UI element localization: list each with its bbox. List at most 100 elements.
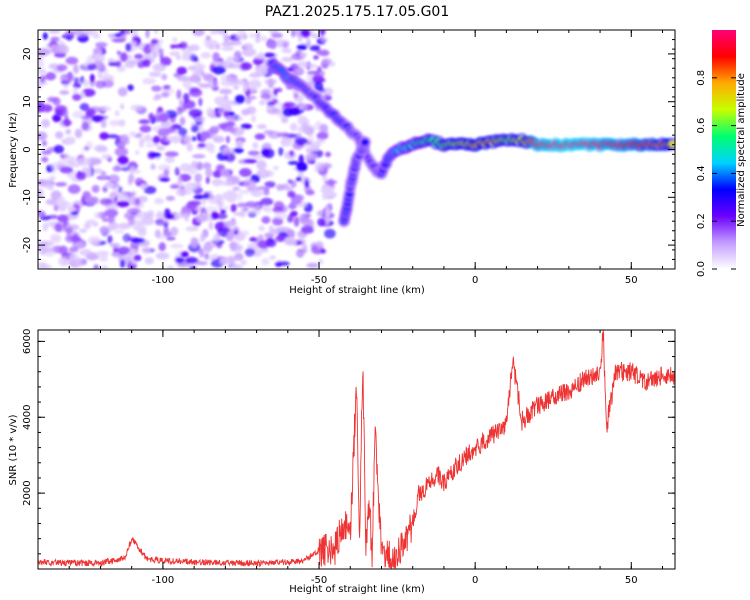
noise-speck — [252, 155, 265, 160]
noise-speck — [54, 105, 67, 115]
noise-speck — [183, 93, 190, 103]
spectrogram-ridge — [266, 57, 675, 180]
noise-speck — [256, 186, 268, 191]
noise-speck — [299, 52, 307, 58]
noise-speck — [203, 242, 213, 253]
noise-speck — [108, 61, 118, 66]
noise-speck — [242, 207, 249, 212]
noise-speck — [229, 40, 242, 46]
noise-speck — [203, 73, 215, 82]
noise-speck — [200, 233, 206, 242]
noise-speck — [192, 30, 205, 37]
noise-speck — [98, 256, 109, 262]
noise-speck — [227, 179, 233, 187]
noise-speck — [55, 182, 68, 187]
noise-speck — [109, 33, 114, 42]
noise-speck — [109, 242, 121, 248]
noise-speck — [74, 257, 85, 267]
noise-speck — [304, 126, 315, 136]
noise-speck — [110, 215, 116, 223]
noise-speck — [64, 227, 74, 234]
noise-speck — [140, 183, 148, 189]
noise-speck — [63, 153, 71, 159]
noise-speck — [175, 256, 184, 264]
y-tick-label: 6000 — [22, 329, 33, 354]
noise-speck — [304, 180, 310, 188]
noise-speck — [225, 121, 236, 127]
noise-speck — [261, 168, 266, 177]
noise-speck — [254, 53, 264, 61]
noise-speck — [86, 55, 93, 65]
noise-speck — [179, 99, 184, 107]
noise-speck — [211, 59, 225, 67]
noise-speck — [145, 30, 150, 39]
noise-speck — [79, 248, 92, 256]
noise-speck — [83, 222, 92, 230]
noise-speck — [79, 103, 90, 112]
noise-speck — [298, 154, 305, 164]
x-tick-label: -50 — [311, 575, 327, 586]
noise-speck — [47, 221, 56, 227]
snr-y-axis-label: SNR (10 * v/v) — [8, 414, 19, 485]
noise-speck — [163, 231, 173, 237]
noise-speck — [281, 135, 289, 144]
noise-speck — [213, 233, 221, 243]
noise-speck — [117, 142, 124, 147]
noise-speck — [256, 160, 267, 170]
noise-speck — [234, 252, 244, 261]
noise-speck — [258, 225, 265, 232]
noise-speck — [67, 156, 76, 165]
x-tick-label: 50 — [625, 275, 638, 286]
noise-speck — [50, 36, 60, 42]
noise-speck — [261, 258, 270, 266]
noise-speck — [278, 147, 284, 156]
noise-speck — [225, 151, 230, 156]
noise-speck — [275, 235, 286, 242]
noise-speck — [138, 119, 151, 125]
noise-speck — [316, 132, 329, 140]
noise-speck — [324, 228, 336, 239]
noise-speck — [101, 265, 109, 269]
noise-speck — [134, 204, 140, 209]
x-tick-label: -100 — [152, 575, 175, 586]
snr-frame — [37, 329, 676, 570]
noise-speck — [275, 261, 282, 267]
noise-speck — [107, 174, 120, 184]
noise-speck — [208, 221, 214, 231]
noise-speck — [48, 30, 61, 34]
noise-speck — [178, 127, 188, 137]
y-tick-label: 20 — [22, 48, 33, 61]
noise-speck — [325, 151, 331, 157]
noise-speck — [276, 87, 283, 93]
noise-speck — [169, 51, 181, 57]
noise-speck — [248, 73, 262, 78]
noise-speck — [72, 110, 84, 119]
noise-speck — [205, 206, 218, 213]
colorbar-gradient — [712, 30, 736, 269]
noise-speck — [73, 64, 79, 74]
noise-speck — [192, 154, 206, 159]
noise-speck — [95, 42, 108, 48]
noise-speck — [152, 96, 159, 101]
noise-speck — [51, 237, 61, 244]
y-tick-label: 0 — [22, 146, 33, 152]
noise-speck — [215, 43, 221, 50]
noise-speck — [293, 92, 299, 99]
noise-speck — [320, 248, 327, 254]
noise-speck — [198, 97, 203, 107]
noise-speck — [72, 87, 78, 97]
noise-speck — [39, 75, 46, 84]
noise-speck — [291, 30, 296, 38]
noise-speck — [110, 192, 118, 198]
noise-speck — [307, 63, 318, 69]
noise-speck — [148, 71, 162, 78]
noise-speck — [281, 56, 294, 63]
noise-speck — [187, 66, 195, 71]
noise-speck — [223, 220, 237, 227]
noise-speck — [306, 219, 314, 227]
spectrogram-noise — [38, 30, 338, 269]
noise-speck — [284, 238, 297, 246]
noise-speck — [130, 191, 137, 197]
noise-speck — [84, 196, 99, 204]
